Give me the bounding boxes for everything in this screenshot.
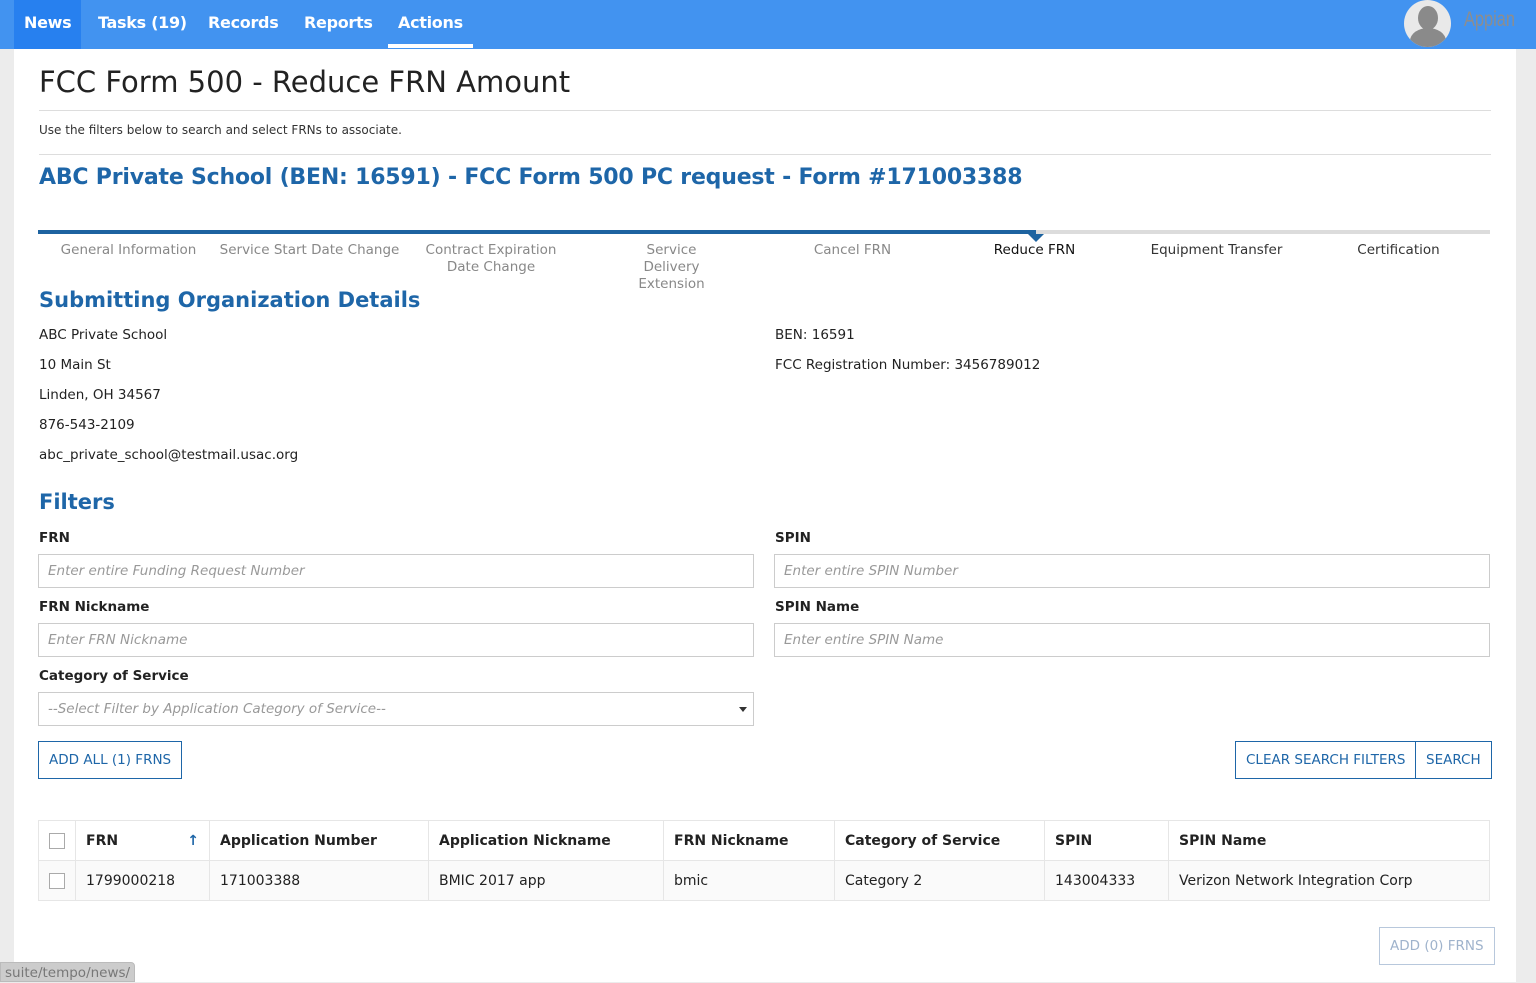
search-button[interactable]: SEARCH xyxy=(1415,741,1492,779)
step-certification[interactable]: Certification xyxy=(1357,242,1440,258)
divider xyxy=(39,110,1491,111)
tab-actions[interactable]: Actions xyxy=(388,0,473,49)
cell-category: Category 2 xyxy=(834,860,1045,901)
org-phone: 876-543-2109 xyxy=(39,417,135,433)
org-city: Linden, OH 34567 xyxy=(39,387,161,403)
category-select-value: --Select Filter by Application Category … xyxy=(48,701,386,717)
top-nav: News Tasks (19) Records Reports Actions … xyxy=(0,0,1536,49)
column-spin-name[interactable]: SPIN Name xyxy=(1168,820,1490,861)
form-title: ABC Private School (BEN: 16591) - FCC Fo… xyxy=(39,165,1023,190)
clear-search-filters-button[interactable]: CLEAR SEARCH FILTERS xyxy=(1235,741,1417,779)
category-label: Category of Service xyxy=(39,668,189,684)
user-avatar[interactable] xyxy=(1404,0,1451,47)
org-fcc-registration: FCC Registration Number: 3456789012 xyxy=(775,357,1041,373)
column-application-number[interactable]: Application Number xyxy=(209,820,429,861)
tab-records[interactable]: Records xyxy=(208,13,279,32)
cell-frn-nickname: bmic xyxy=(663,860,835,901)
main-content: FCC Form 500 - Reduce FRN Amount Use the… xyxy=(14,49,1516,982)
progress-bar xyxy=(38,230,1490,242)
divider xyxy=(39,154,1491,155)
cell-spin: 143004333 xyxy=(1044,860,1169,901)
frn-table: FRN ↑ Application Number Application Nick… xyxy=(38,820,1490,901)
cell-application-nickname: BMIC 2017 app xyxy=(428,860,664,901)
filters-heading: Filters xyxy=(39,490,115,514)
step-reduce-frn[interactable]: Reduce FRN xyxy=(993,242,1076,258)
column-application-nickname[interactable]: Application Nickname xyxy=(428,820,664,861)
org-ben: BEN: 16591 xyxy=(775,327,855,343)
tab-tasks[interactable]: Tasks (19) xyxy=(98,13,187,32)
step-contract-expiration-date-change[interactable]: Contract Expiration Date Change xyxy=(425,242,557,275)
column-spin[interactable]: SPIN xyxy=(1044,820,1169,861)
row-checkbox[interactable] xyxy=(49,872,65,889)
column-frn[interactable]: FRN ↑ xyxy=(75,820,210,861)
cell-spin-name: Verizon Network Integration Corp xyxy=(1168,860,1490,901)
spin-input[interactable]: Enter entire SPIN Number xyxy=(774,554,1490,588)
step-general-information[interactable]: General Information xyxy=(60,242,197,258)
category-select[interactable]: --Select Filter by Application Category … xyxy=(38,692,754,726)
frn-nickname-label: FRN Nickname xyxy=(39,599,150,615)
status-bar-url: suite/tempo/news/ xyxy=(0,962,136,982)
appian-logo: Appian xyxy=(1464,8,1516,31)
current-step-arrow-icon xyxy=(1028,234,1044,242)
add-frns-button[interactable]: ADD (0) FRNS xyxy=(1379,927,1495,965)
chevron-down-icon xyxy=(739,707,747,712)
spin-label: SPIN xyxy=(775,530,811,546)
spin-name-label: SPIN Name xyxy=(775,599,860,615)
tab-news[interactable]: News xyxy=(14,0,82,49)
frn-nickname-input[interactable]: Enter FRN Nickname xyxy=(38,623,754,657)
table-header: FRN ↑ Application Number Application Nick… xyxy=(38,820,1490,861)
org-name: ABC Private School xyxy=(39,327,168,343)
step-service-delivery-extension[interactable]: Service Delivery Extension xyxy=(638,242,705,292)
column-frn-nickname[interactable]: FRN Nickname xyxy=(663,820,835,861)
org-email: abc_private_school@testmail.usac.org xyxy=(39,447,299,463)
sort-arrow-up-icon[interactable]: ↑ xyxy=(187,832,199,849)
step-cancel-frn[interactable]: Cancel FRN xyxy=(813,242,892,258)
page-title: FCC Form 500 - Reduce FRN Amount xyxy=(39,65,571,99)
cell-application-number: 171003388 xyxy=(209,860,429,901)
step-service-start-date-change[interactable]: Service Start Date Change xyxy=(219,242,400,258)
add-all-frns-button[interactable]: ADD ALL (1) FRNS xyxy=(38,741,183,779)
step-equipment-transfer[interactable]: Equipment Transfer xyxy=(1150,242,1283,258)
column-category-of-service[interactable]: Category of Service xyxy=(834,820,1045,861)
frn-input[interactable]: Enter entire Funding Request Number xyxy=(38,554,754,588)
select-all-checkbox[interactable] xyxy=(49,832,65,849)
table-row: 1799000218 171003388 BMIC 2017 app bmic … xyxy=(38,860,1490,901)
frn-label: FRN xyxy=(39,530,70,546)
spin-name-input[interactable]: Enter entire SPIN Name xyxy=(774,623,1490,657)
cell-frn: 1799000218 xyxy=(75,860,210,901)
intro-text: Use the filters below to search and sele… xyxy=(39,123,402,137)
org-heading: Submitting Organization Details xyxy=(39,288,421,312)
tab-reports[interactable]: Reports xyxy=(304,13,373,32)
org-street: 10 Main St xyxy=(39,357,111,373)
